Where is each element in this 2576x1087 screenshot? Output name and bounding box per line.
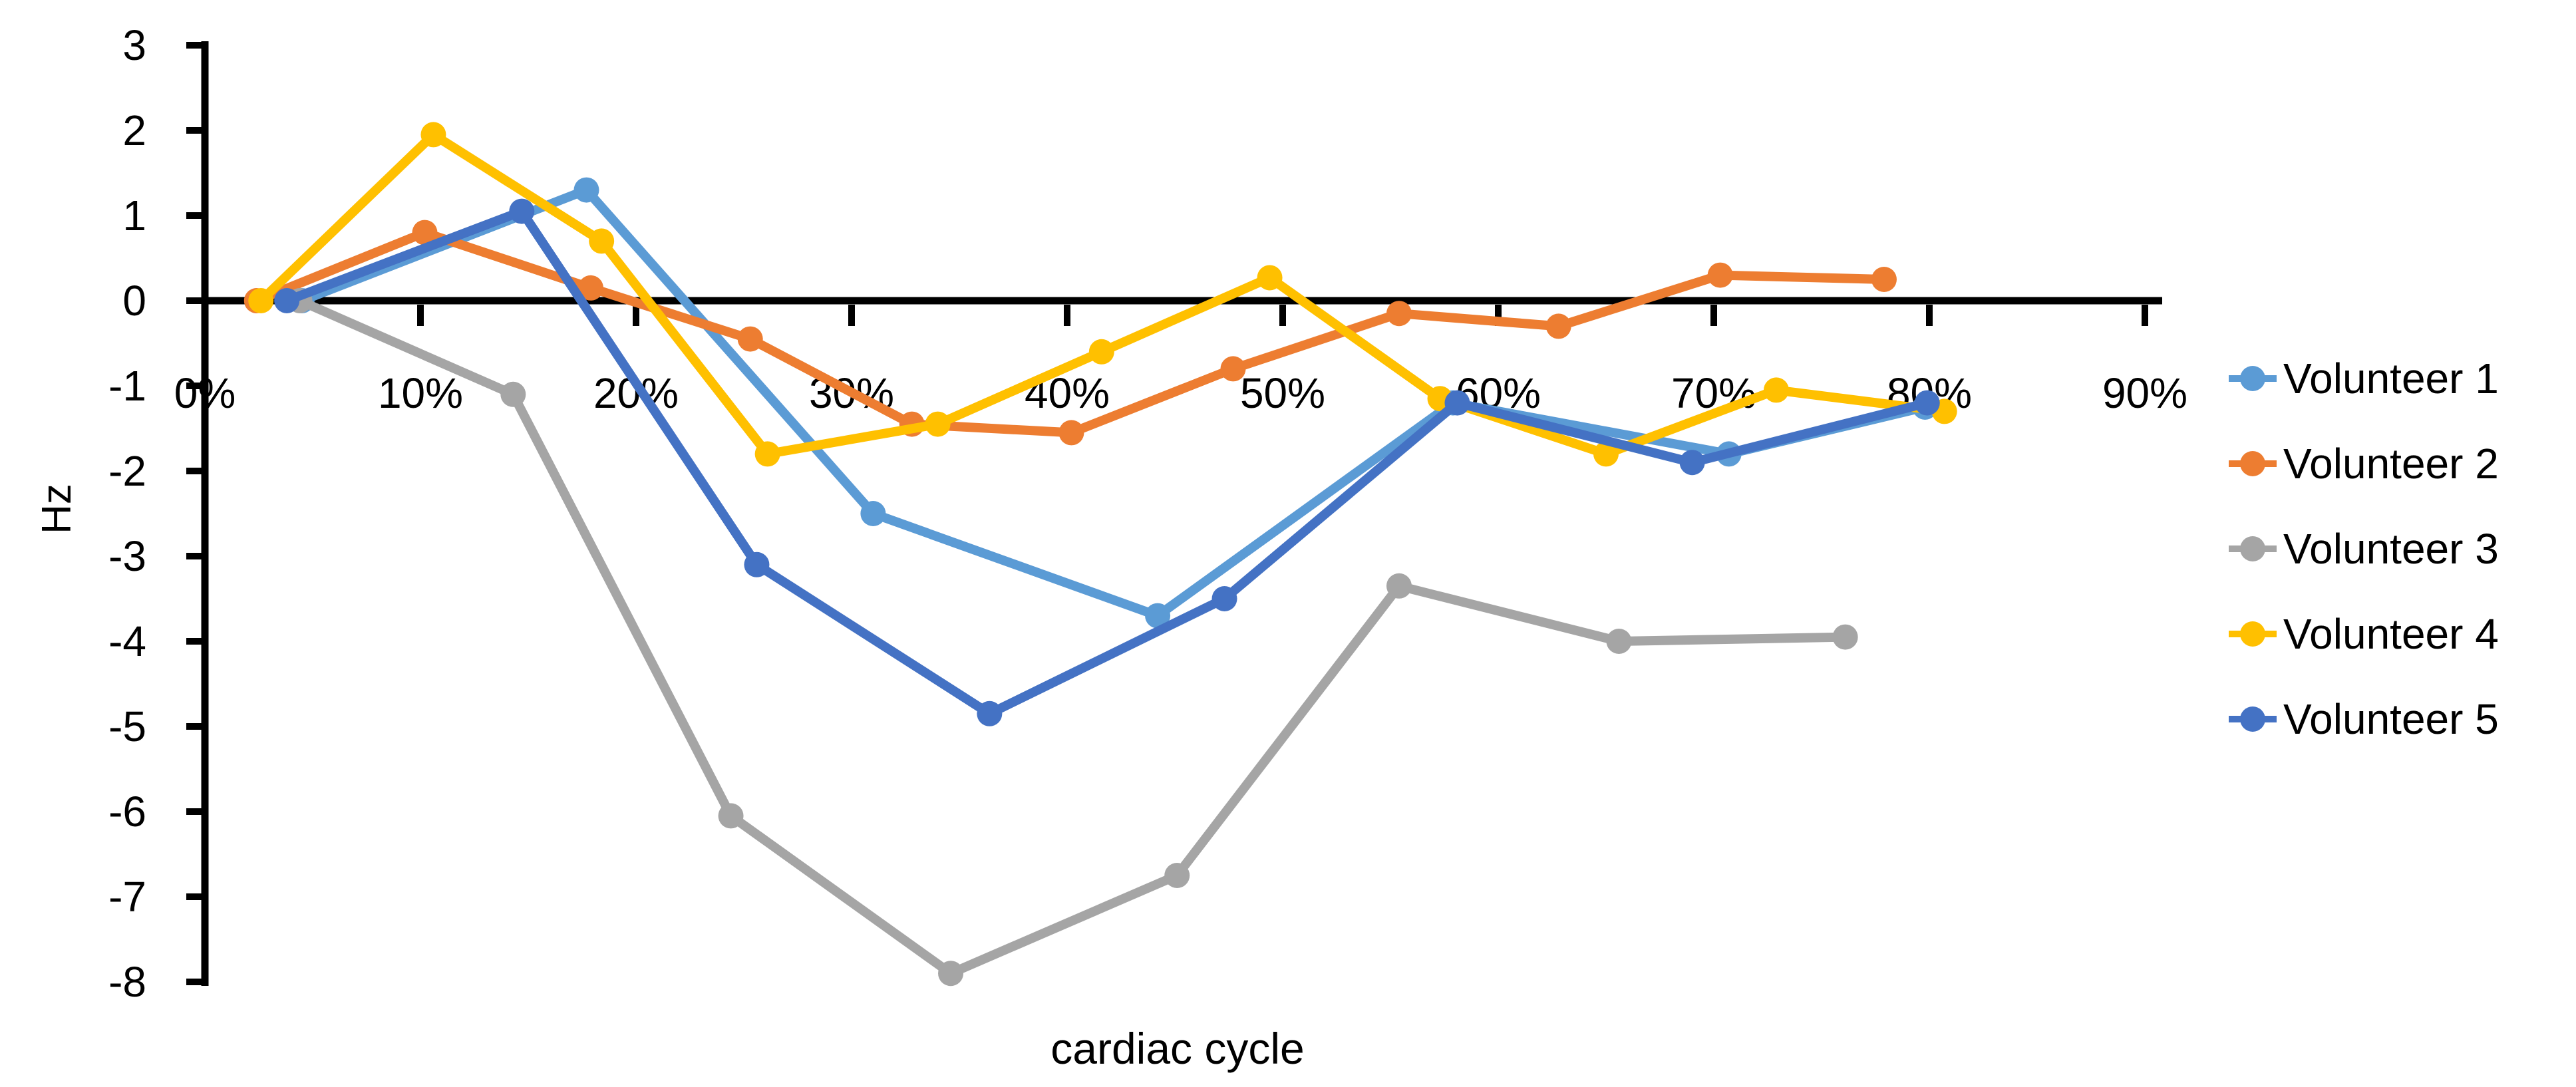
series-marker-volunteer-4 xyxy=(248,288,274,313)
series-marker-volunteer-2 xyxy=(1871,267,1897,292)
series-marker-volunteer-5 xyxy=(274,288,300,313)
legend-label-volunteer-3: Volunteer 3 xyxy=(2283,525,2499,573)
series-marker-volunteer-2 xyxy=(1707,262,1733,288)
y-tick-label: 3 xyxy=(122,21,146,69)
x-tick-label: 90% xyxy=(2102,369,2187,417)
legend-label-volunteer-4: Volunteer 4 xyxy=(2283,610,2499,658)
legend-marker-dot-icon xyxy=(2240,706,2265,732)
y-tick-label: -5 xyxy=(108,702,146,750)
series-marker-volunteer-1 xyxy=(1145,603,1171,629)
y-tick-label: -4 xyxy=(108,617,146,665)
series-marker-volunteer-2 xyxy=(1386,301,1412,327)
series-marker-volunteer-4 xyxy=(589,228,615,254)
series-marker-volunteer-4 xyxy=(925,411,951,437)
series-marker-volunteer-4 xyxy=(420,122,446,148)
y-tick-label: -2 xyxy=(108,447,146,495)
legend-marker-dot-icon xyxy=(2240,536,2265,561)
y-tick-label: 2 xyxy=(122,106,146,154)
series-marker-volunteer-4 xyxy=(1593,441,1619,467)
series-line-volunteer-5 xyxy=(282,206,1932,718)
y-tick-label: -6 xyxy=(108,788,146,836)
series-marker-volunteer-5 xyxy=(1444,390,1470,416)
series-marker-volunteer-2 xyxy=(737,326,763,352)
y-tick-label: -1 xyxy=(108,362,146,410)
series-marker-volunteer-4 xyxy=(754,441,780,467)
series-marker-volunteer-5 xyxy=(744,551,770,577)
y-tick-label: -7 xyxy=(108,873,146,921)
series-marker-volunteer-5 xyxy=(977,700,1003,726)
series-marker-volunteer-5 xyxy=(509,198,535,224)
x-tick-label: 10% xyxy=(378,369,463,417)
series-marker-volunteer-3 xyxy=(500,381,526,407)
series-marker-volunteer-3 xyxy=(938,961,964,987)
legend-marker-dot-icon xyxy=(2240,621,2265,647)
series-marker-volunteer-3 xyxy=(1386,573,1412,599)
series-marker-volunteer-1 xyxy=(573,177,599,203)
series-marker-volunteer-3 xyxy=(1606,629,1632,654)
series-marker-volunteer-2 xyxy=(1545,313,1571,339)
legend-marker-dot-icon xyxy=(2240,451,2265,476)
y-tick-label: 0 xyxy=(122,277,146,325)
x-tick-label: 50% xyxy=(1240,369,1325,417)
legend-marker-dot-icon xyxy=(2240,366,2265,391)
y-tick-label: -8 xyxy=(108,958,146,1006)
series-marker-volunteer-4 xyxy=(1088,339,1114,365)
y-tick-label: -3 xyxy=(108,532,146,580)
series-marker-volunteer-2 xyxy=(412,220,438,245)
series-marker-volunteer-3 xyxy=(1164,863,1190,888)
series-marker-volunteer-5 xyxy=(1679,450,1705,476)
x-tick-label: 0% xyxy=(174,369,236,417)
y-axis-title: Hz xyxy=(33,484,80,534)
series-marker-volunteer-5 xyxy=(1211,586,1237,611)
series-line-volunteer-3 xyxy=(295,296,1850,979)
legend-label-volunteer-2: Volunteer 2 xyxy=(2283,440,2499,488)
series-marker-volunteer-1 xyxy=(860,501,886,526)
series-marker-volunteer-4 xyxy=(1257,265,1283,291)
series-marker-volunteer-4 xyxy=(1763,377,1789,403)
series-marker-volunteer-2 xyxy=(577,275,603,301)
legend-label-volunteer-5: Volunteer 5 xyxy=(2283,695,2499,743)
series-marker-volunteer-3 xyxy=(718,803,744,829)
series-marker-volunteer-2 xyxy=(1220,356,1246,382)
x-axis-title: cardiac cycle xyxy=(1050,1024,1305,1073)
series-marker-volunteer-2 xyxy=(1058,420,1084,446)
y-tick-label: 1 xyxy=(122,192,146,239)
legend-label-volunteer-1: Volunteer 1 xyxy=(2283,355,2499,402)
series-marker-volunteer-5 xyxy=(1914,390,1940,416)
series-marker-volunteer-3 xyxy=(1832,624,1858,650)
